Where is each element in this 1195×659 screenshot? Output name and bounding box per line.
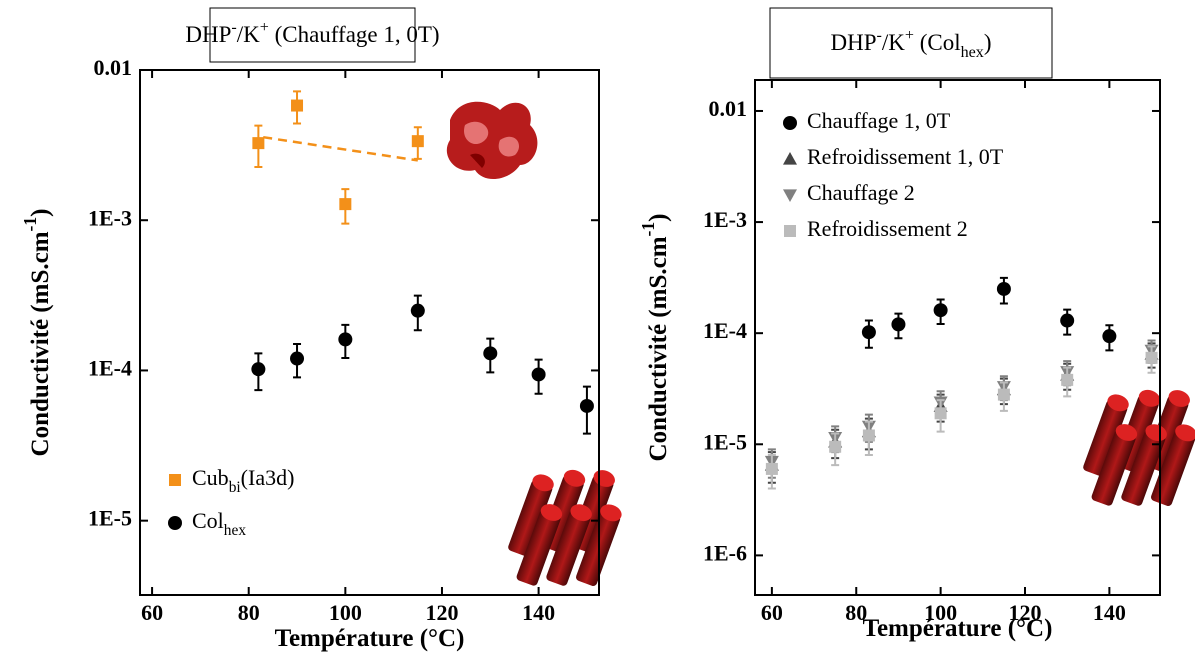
legend-label: Cubbi(Ia3d) — [192, 465, 294, 496]
data-point — [410, 303, 425, 318]
data-point — [579, 398, 594, 413]
y-axis-label-part: Conductivité (mS.cm — [27, 231, 54, 456]
legend-marker — [784, 225, 796, 237]
hexagonal-phase-illustration — [498, 448, 635, 606]
fit-line — [263, 135, 419, 162]
data-point — [411, 135, 424, 148]
legend-label-part: Cub — [192, 465, 229, 490]
legend-label: Refroidissement 1, 0T — [807, 144, 1004, 169]
legend-label-part: Refroidissement 1, 0T — [807, 144, 1004, 169]
data-point — [1060, 313, 1075, 328]
data-point — [1102, 329, 1117, 344]
x-axis-label-part: Température (°C) — [863, 615, 1053, 642]
x-tick-label: 100 — [924, 600, 957, 625]
legend-label: Chauffage 1, 0T — [807, 108, 951, 133]
y-tick-label: 1E-3 — [703, 207, 747, 232]
legend-marker — [783, 152, 797, 165]
data-point — [862, 429, 875, 442]
data-point — [251, 362, 266, 377]
legend-label: Chauffage 2 — [807, 180, 915, 205]
plot-frame — [754, 79, 1161, 596]
hexagonal-phase-illustration — [1073, 368, 1195, 526]
y-tick-label: 1E-6 — [703, 540, 747, 565]
y-axis-label-part: ) — [27, 209, 54, 217]
data-point — [829, 440, 842, 453]
data-point — [861, 325, 876, 340]
data-point — [1061, 373, 1074, 386]
chart-title: DHP-/K+ (Colhex) — [830, 27, 991, 61]
x-tick-label: 80 — [238, 600, 260, 625]
chart-title-part: (Chauffage 1, 0T) — [269, 22, 440, 47]
y-axis-label-part: -1 — [638, 222, 658, 237]
chart-title-part: DHP — [830, 30, 876, 55]
x-tick-label: 140 — [522, 600, 555, 625]
chart-title-part: hex — [961, 44, 984, 61]
data-point — [290, 351, 305, 366]
data-point — [483, 346, 498, 361]
y-tick-label: 0.01 — [709, 96, 748, 121]
data-point — [765, 462, 778, 475]
data-point — [338, 332, 353, 347]
plot-frame — [139, 69, 600, 596]
chart-title-part: DHP — [185, 22, 231, 47]
legend-marker — [783, 116, 797, 130]
title-box — [769, 7, 1053, 79]
chart-title-part: (Col — [914, 30, 961, 55]
title-box — [209, 7, 416, 63]
x-tick-label: 140 — [1093, 600, 1126, 625]
y-tick-label: 1E-3 — [88, 205, 132, 230]
chart-title-part: + — [260, 19, 269, 36]
legend-label-part: hex — [224, 522, 247, 539]
x-tick-label: 100 — [329, 600, 362, 625]
legend-marker — [168, 516, 182, 530]
chart-title: DHP-/K+ (Chauffage 1, 0T) — [185, 19, 439, 47]
cubic-phase-illustration — [446, 101, 538, 180]
data-point — [997, 388, 1010, 401]
data-point — [996, 281, 1011, 296]
data-point — [1145, 351, 1158, 364]
data-point — [531, 367, 546, 382]
chart-title-part: /K — [237, 22, 260, 47]
y-tick-label: 1E-5 — [703, 429, 747, 454]
legend-label-part: Chauffage 2 — [807, 180, 915, 205]
legend-marker — [169, 474, 181, 486]
x-tick-label: 120 — [425, 600, 458, 625]
x-axis-label: Température (°C) — [275, 625, 465, 652]
x-tick-label: 80 — [845, 600, 867, 625]
chart-title-part: + — [905, 27, 914, 44]
y-axis-label-part: Conductivité (mS.cm — [645, 236, 672, 461]
y-axis-label-part: -1 — [20, 217, 40, 232]
x-tick-label: 120 — [1009, 600, 1042, 625]
y-tick-label: 0.01 — [94, 55, 133, 80]
y-axis-label: Conductivité (mS.cm-1) — [638, 214, 672, 462]
y-tick-label: 1E-5 — [88, 506, 132, 531]
chart-title-part: - — [877, 27, 882, 44]
data-point — [291, 99, 304, 112]
legend-label-part: bi — [229, 479, 241, 496]
x-tick-label: 60 — [761, 600, 783, 625]
chart-title-part: /K — [882, 30, 905, 55]
legend-label-part: Refroidissement 2 — [807, 216, 968, 241]
y-axis-label: Conductivité (mS.cm-1) — [20, 209, 54, 457]
legend-label-part: Chauffage 1, 0T — [807, 108, 951, 133]
y-tick-label: 1E-4 — [88, 355, 132, 380]
y-axis-label-part: ) — [645, 214, 672, 222]
legend-label-part: (Ia3d) — [241, 465, 295, 490]
chart-title-part: - — [231, 19, 236, 36]
data-point — [934, 407, 947, 420]
legend-marker — [783, 189, 797, 202]
data-point — [252, 137, 265, 150]
data-point — [891, 317, 906, 332]
legend-label: Colhex — [192, 508, 246, 539]
legend-label-part: Col — [192, 508, 224, 533]
x-tick-label: 60 — [141, 600, 163, 625]
y-tick-label: 1E-4 — [703, 318, 747, 343]
x-axis-label: Température (°C) — [863, 615, 1053, 642]
data-point — [933, 303, 948, 318]
x-axis-label-part: Température (°C) — [275, 625, 465, 652]
chart-title-part: ) — [984, 30, 992, 55]
data-point — [339, 198, 352, 211]
legend-label: Refroidissement 2 — [807, 216, 968, 241]
